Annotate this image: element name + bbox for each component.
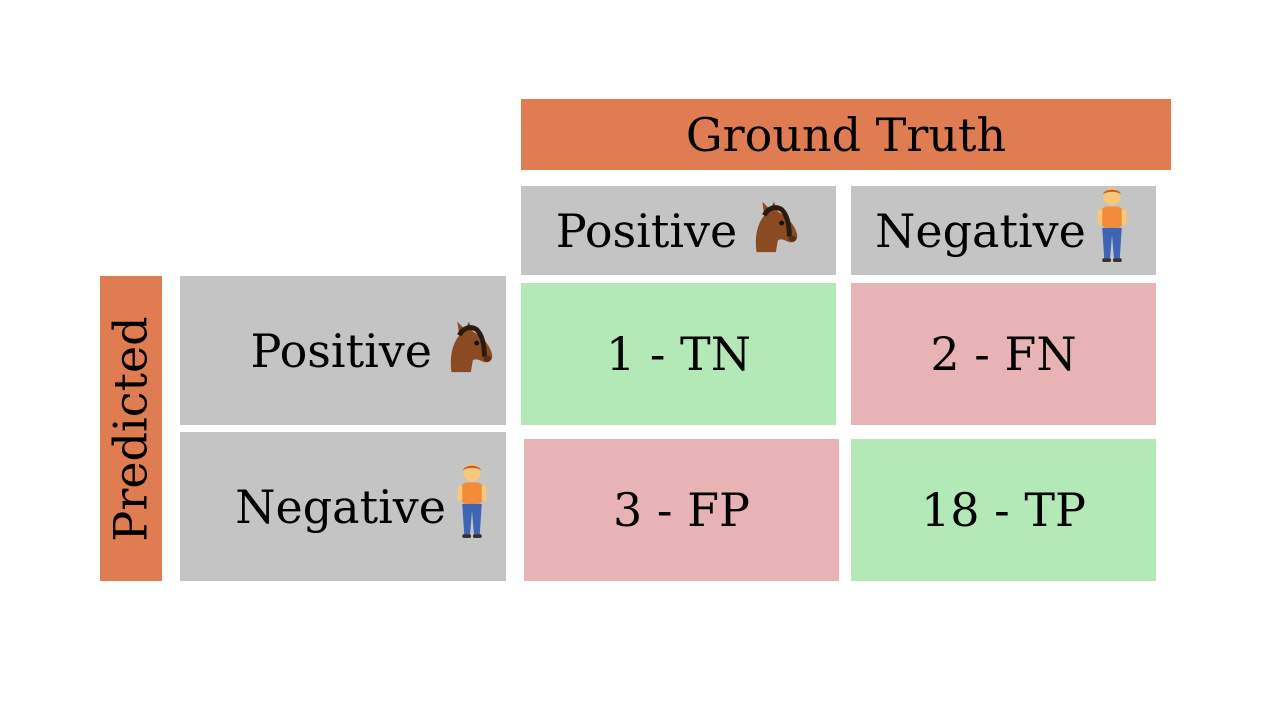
person-standing-icon <box>452 462 492 551</box>
horse-face-icon <box>743 196 801 265</box>
person-standing-icon <box>1092 186 1132 275</box>
column-label-positive: Positive <box>555 203 738 258</box>
predicted-title: Predicted <box>104 315 158 542</box>
cell-false-negative: 2 - FN <box>851 283 1156 425</box>
column-header-negative: Negative <box>851 186 1156 275</box>
cell-true-positive: 18 - TP <box>851 439 1156 581</box>
cell-fn-value: 2 - FN <box>930 327 1077 381</box>
row-label-negative: Negative <box>235 479 446 534</box>
row-header-positive: Positive <box>180 276 506 425</box>
horse-face-icon <box>438 316 496 385</box>
column-label-negative: Negative <box>875 203 1086 258</box>
cell-false-positive: 3 - FP <box>524 439 839 581</box>
cell-fp-value: 3 - FP <box>613 483 750 537</box>
cell-tn-value: 1 - TN <box>606 327 751 381</box>
cell-tp-value: 18 - TP <box>921 483 1086 537</box>
cell-true-negative: 1 - TN <box>521 283 836 425</box>
ground-truth-header: Ground Truth <box>521 99 1171 170</box>
ground-truth-title: Ground Truth <box>685 107 1007 162</box>
predicted-header: Predicted <box>100 276 162 581</box>
row-header-negative: Negative <box>180 432 506 581</box>
column-header-positive: Positive <box>521 186 836 275</box>
row-label-positive: Positive <box>250 323 432 378</box>
